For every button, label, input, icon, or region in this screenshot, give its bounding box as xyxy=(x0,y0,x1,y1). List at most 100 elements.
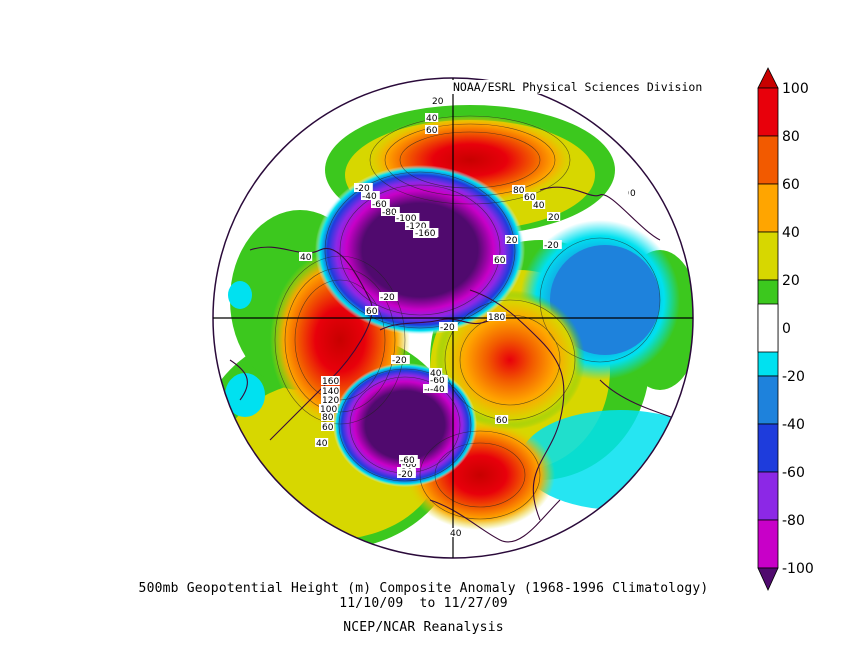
contour-label-bg xyxy=(431,96,445,105)
colorbar-tick-label: 0 xyxy=(782,321,791,337)
anomaly-field xyxy=(213,78,693,558)
contour-label-bg xyxy=(379,292,398,301)
contour-label-bg xyxy=(321,386,340,395)
contour-label-bg xyxy=(405,221,430,230)
contour-label: -60 xyxy=(430,376,445,386)
colorbar: 100 80 60 40 20 0 -20 -40 -60 -80 -100 xyxy=(757,67,814,591)
contour-label: 20 xyxy=(432,97,444,107)
contour-label-bg xyxy=(365,306,379,315)
colorbar-box xyxy=(757,303,779,353)
colorbar-tick-label: 100 xyxy=(782,81,809,97)
contour-label-bg xyxy=(429,375,448,384)
contour-label-bg xyxy=(547,212,561,221)
contour-label: -40 xyxy=(362,192,377,202)
credit-label: NOAA/ESRL Physical Sciences Division xyxy=(450,80,706,94)
colorbar-tick-label: -40 xyxy=(782,417,805,433)
contour-label: 80 xyxy=(513,186,525,196)
contour-label: 40 xyxy=(430,369,442,379)
contour-label-bg xyxy=(381,207,400,216)
contour-label-bg xyxy=(321,376,340,385)
contour-label: -120 xyxy=(406,222,427,232)
contour-label-bg xyxy=(429,368,443,377)
contour-label: 40 xyxy=(450,529,462,539)
colorbar-tick-label: 20 xyxy=(782,273,800,289)
caption-title: 500mb Geopotential Height (m) Composite … xyxy=(138,581,709,596)
contour-label: 100 xyxy=(320,405,337,415)
contour-label: 40 xyxy=(426,114,438,124)
contour-label-bg xyxy=(429,384,448,393)
contour-label-bg xyxy=(543,240,562,249)
contour-label: -160 xyxy=(415,229,436,239)
contour-label-bg xyxy=(321,395,340,404)
colorbar-tick-label: -100 xyxy=(782,561,814,577)
colorbar-tick-label: -80 xyxy=(782,513,805,529)
contour-label-bg xyxy=(321,422,335,431)
colorbar-box xyxy=(757,183,779,233)
contour-label-bg xyxy=(425,113,439,122)
contour-label-bg xyxy=(395,213,420,222)
contour-label-bg xyxy=(397,469,416,478)
colorbar-tick-label: 60 xyxy=(782,177,800,193)
contour-label: 160 xyxy=(322,377,339,387)
contour-labels: 20406080604002020-20-20-40-60-80-100-120… xyxy=(299,96,637,539)
contour-label-bg xyxy=(371,199,390,208)
contour-label: 140 xyxy=(322,387,339,397)
contour-label: 0 xyxy=(630,189,636,199)
contour-label: -20 xyxy=(380,293,395,303)
colorbar-box xyxy=(757,135,779,185)
contour-label: -20 xyxy=(544,241,559,251)
contour-label: -20 xyxy=(355,184,370,194)
contour-label: 60 xyxy=(494,256,506,266)
contour-label-bg xyxy=(299,252,313,261)
colorbar-tick-label: -60 xyxy=(782,465,805,481)
contour-label: 40 xyxy=(533,201,545,211)
colorbar-tick-label: -20 xyxy=(782,369,805,385)
contour-label: -20 xyxy=(440,323,455,333)
contour-label-bg xyxy=(425,125,439,134)
contour-label: 60 xyxy=(426,126,438,136)
contour-label: 20 xyxy=(506,236,518,246)
colorbar-box xyxy=(757,423,779,473)
colorbar-box xyxy=(757,375,779,425)
contour-label: 20 xyxy=(548,213,560,223)
contour-label: 80 xyxy=(322,413,334,423)
contour-label: -60 xyxy=(400,456,415,466)
contour-label: 40 xyxy=(316,439,328,449)
colorbar-box xyxy=(757,519,779,569)
contour-label: 120 xyxy=(322,396,339,406)
contour-label-bg xyxy=(361,191,380,200)
colorbar-box xyxy=(757,231,779,281)
contour-label-bg xyxy=(505,235,519,244)
contour-label: -80 xyxy=(382,208,397,218)
contour-label: -20 xyxy=(392,356,407,366)
contour-label-bg xyxy=(354,183,373,192)
contour-label-bg xyxy=(449,528,463,537)
colorbar-top-arrow xyxy=(757,67,779,89)
colorbar-tick-label: 80 xyxy=(782,129,800,145)
contour-label-bg xyxy=(319,404,338,413)
contour-label: -40 xyxy=(430,385,445,395)
contour-label: -60 xyxy=(372,200,387,210)
contour-label-bg xyxy=(321,412,335,421)
contour-label: -60 xyxy=(402,460,417,470)
contour-label-bg xyxy=(487,312,506,321)
colorbar-box xyxy=(757,471,779,521)
contour-label-bg xyxy=(629,188,637,197)
contour-label: 60 xyxy=(366,307,378,317)
colorbar-box xyxy=(757,87,779,137)
colorbar-bottom-arrow xyxy=(757,567,779,591)
contour-label: 40 xyxy=(300,253,312,263)
contour-label-bg xyxy=(532,200,546,209)
contour-label: 60 xyxy=(524,193,536,203)
contour-label-bg xyxy=(399,455,418,464)
contour-label-bg xyxy=(495,415,509,424)
contour-label-bg xyxy=(512,185,526,194)
contour-label-bg xyxy=(493,255,507,264)
caption-dates: 11/10/09 to 11/27/09 xyxy=(339,596,508,611)
contour-label-bg xyxy=(439,322,458,331)
contour-label-bg xyxy=(391,355,410,364)
contour-label: -100 xyxy=(396,214,417,224)
contour-label-bg xyxy=(523,192,537,201)
contour-label: 60 xyxy=(496,416,508,426)
